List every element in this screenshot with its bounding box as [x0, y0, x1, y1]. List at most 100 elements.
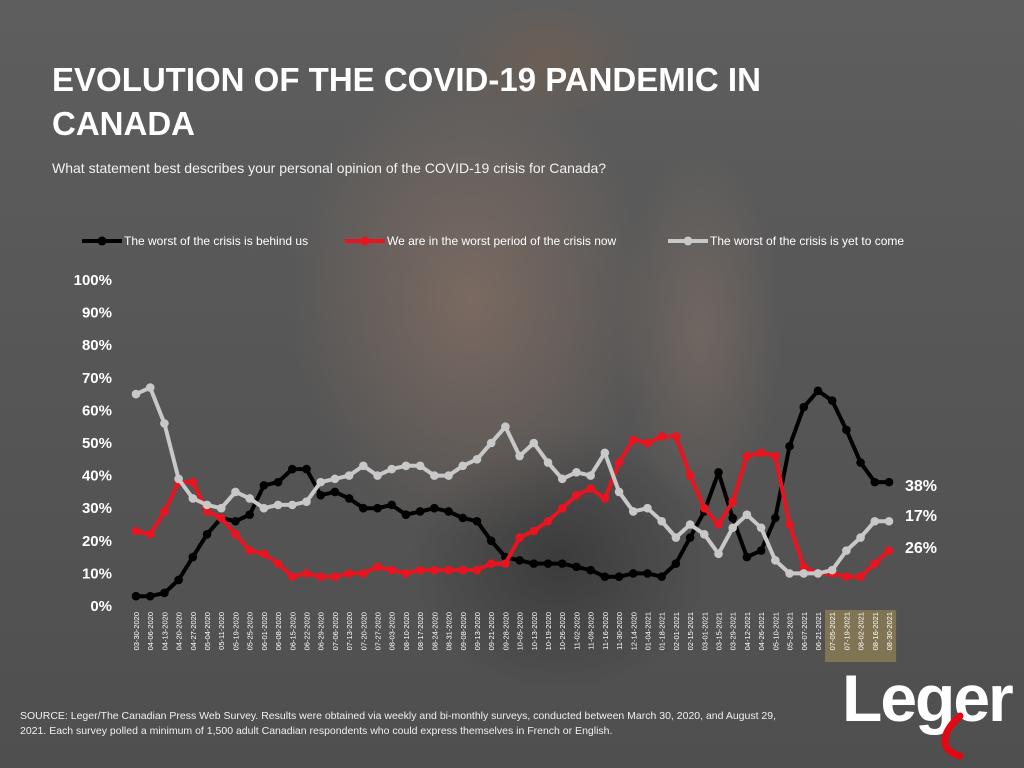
- data-point: [643, 438, 652, 448]
- data-point: [543, 559, 553, 568]
- x-tick-label: 01-04-2021: [643, 612, 652, 650]
- data-point: [145, 591, 155, 601]
- data-point: [160, 419, 169, 428]
- data-point: [742, 510, 752, 520]
- data-point: [458, 513, 468, 523]
- data-point: [472, 455, 482, 464]
- data-point: [259, 481, 269, 490]
- data-point: [188, 552, 198, 562]
- data-point: [216, 503, 226, 513]
- source-note: SOURCE: Leger/The Canadian Press Web Sur…: [20, 710, 777, 737]
- data-point: [728, 497, 738, 506]
- x-tick-label: 09-08-2020: [459, 612, 468, 650]
- data-point: [145, 529, 155, 539]
- data-point: [401, 461, 411, 471]
- data-point: [401, 569, 411, 578]
- data-point: [742, 451, 752, 461]
- data-point: [771, 513, 780, 523]
- data-point: [600, 572, 610, 581]
- data-point: [543, 516, 553, 526]
- data-point: [344, 569, 354, 578]
- data-point: [273, 559, 283, 568]
- x-tick-label: 06-01-2020: [260, 612, 269, 650]
- data-point: [444, 565, 453, 575]
- legend-marker-3: [683, 236, 693, 246]
- data-point: [316, 477, 325, 487]
- x-tick-label: 11-16-2020: [601, 612, 610, 650]
- x-tick-label: 10-26-2020: [558, 612, 567, 650]
- data-point: [202, 529, 212, 539]
- x-tick-label: 07-19-2021: [842, 612, 851, 650]
- page-title: EVOLUTION OF THE COVID-19 PANDEMIC IN CA…: [52, 61, 761, 142]
- data-point: [842, 425, 851, 435]
- data-point: [202, 500, 212, 510]
- x-tick-label: 08-24-2020: [430, 612, 439, 650]
- data-point: [287, 464, 297, 474]
- series-layer: [131, 383, 894, 601]
- data-point: [415, 461, 425, 471]
- end-labels: 38% 17% 26%: [905, 478, 937, 557]
- data-point: [572, 490, 581, 500]
- data-point: [756, 546, 766, 555]
- data-point: [373, 562, 382, 572]
- data-point: [444, 471, 453, 480]
- end-label-1: 38%: [905, 478, 937, 495]
- y-tick-label: 20%: [82, 533, 112, 550]
- data-point: [856, 533, 865, 542]
- data-point: [344, 471, 354, 480]
- data-point: [359, 569, 368, 578]
- x-tick-label: 10-05-2020: [516, 612, 525, 650]
- data-point: [827, 565, 837, 575]
- data-point: [273, 500, 283, 510]
- data-point: [529, 526, 539, 536]
- data-point: [259, 503, 269, 513]
- data-point: [188, 477, 198, 487]
- data-point: [174, 474, 183, 484]
- y-tick-label: 10%: [82, 565, 112, 582]
- x-tick-label: 09-21-2020: [487, 612, 496, 650]
- data-point: [231, 529, 240, 539]
- leger-logo: Leger: [842, 660, 1014, 760]
- data-point: [756, 523, 766, 533]
- data-point: [884, 516, 894, 526]
- data-point: [671, 533, 681, 542]
- x-tick-label: 08-17-2020: [416, 612, 425, 650]
- data-point: [486, 559, 496, 568]
- data-point: [671, 432, 681, 441]
- legend-label-2: We are in the worst period of the crisis…: [387, 234, 617, 248]
- data-point: [287, 500, 297, 510]
- data-point: [359, 503, 368, 513]
- legend-marker-2: [360, 236, 370, 246]
- highlight-band-layer: [825, 610, 897, 662]
- x-tick-label: 04-20-2020: [175, 612, 184, 650]
- data-point: [359, 461, 368, 471]
- data-point: [799, 562, 809, 572]
- data-point: [160, 588, 169, 598]
- data-point: [643, 569, 652, 578]
- data-point: [316, 490, 325, 500]
- data-point: [131, 526, 141, 536]
- x-tick-label: 07-13-2020: [345, 612, 354, 650]
- data-point: [515, 451, 524, 461]
- data-point: [401, 510, 411, 520]
- x-tick-label: 07-27-2020: [374, 612, 383, 650]
- data-point: [614, 458, 624, 467]
- legend-label-3: The worst of the crisis is yet to come: [710, 234, 904, 248]
- data-point: [842, 572, 851, 581]
- data-point: [415, 565, 425, 575]
- y-tick-label: 100%: [74, 272, 112, 289]
- data-point: [444, 507, 453, 516]
- x-tick-label: 08-03-2020: [388, 612, 397, 650]
- data-point: [586, 471, 595, 480]
- y-tick-label: 70%: [82, 370, 112, 387]
- x-tick-label: 06-08-2020: [274, 612, 283, 650]
- x-tick-label: 11-09-2020: [587, 612, 596, 650]
- data-point: [373, 471, 382, 480]
- data-point: [302, 569, 311, 578]
- data-point: [430, 471, 439, 480]
- y-tick-label: 0%: [90, 598, 112, 615]
- data-point: [742, 552, 752, 562]
- y-tick-label: 40%: [82, 468, 112, 485]
- data-point: [316, 572, 325, 581]
- series-line-3: [134, 385, 891, 576]
